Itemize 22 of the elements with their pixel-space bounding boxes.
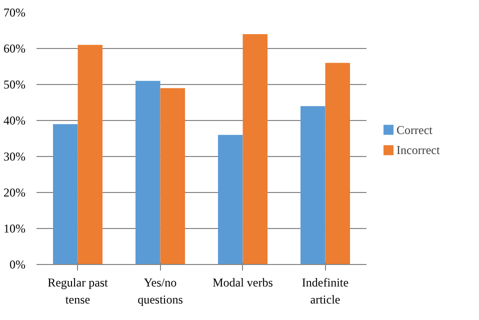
x-tick-label: Indefinite article [302, 276, 349, 306]
y-tick-label: 10% [4, 222, 26, 236]
legend-label: Incorrect [396, 143, 440, 158]
bar [242, 34, 268, 264]
bar [53, 124, 78, 264]
x-tick-label: Regular past tense [48, 276, 109, 306]
bar [78, 44, 102, 264]
bar [160, 88, 185, 264]
bar [136, 80, 160, 264]
y-tick-label: 40% [4, 114, 26, 128]
bar [325, 62, 350, 264]
bar [218, 134, 243, 264]
y-tick-label: 0% [10, 258, 26, 272]
y-tick-label: 20% [4, 186, 26, 200]
y-tick-label: 60% [4, 42, 26, 56]
y-tick-label: 70% [4, 6, 26, 20]
legend-label: Correct [396, 122, 434, 137]
y-tick-label: 30% [4, 150, 26, 164]
x-tick-label: Modal verbs [212, 276, 274, 290]
x-tick-label: Yes/no questions [138, 276, 184, 306]
y-tick-label: 50% [4, 78, 26, 92]
bar [300, 106, 326, 264]
